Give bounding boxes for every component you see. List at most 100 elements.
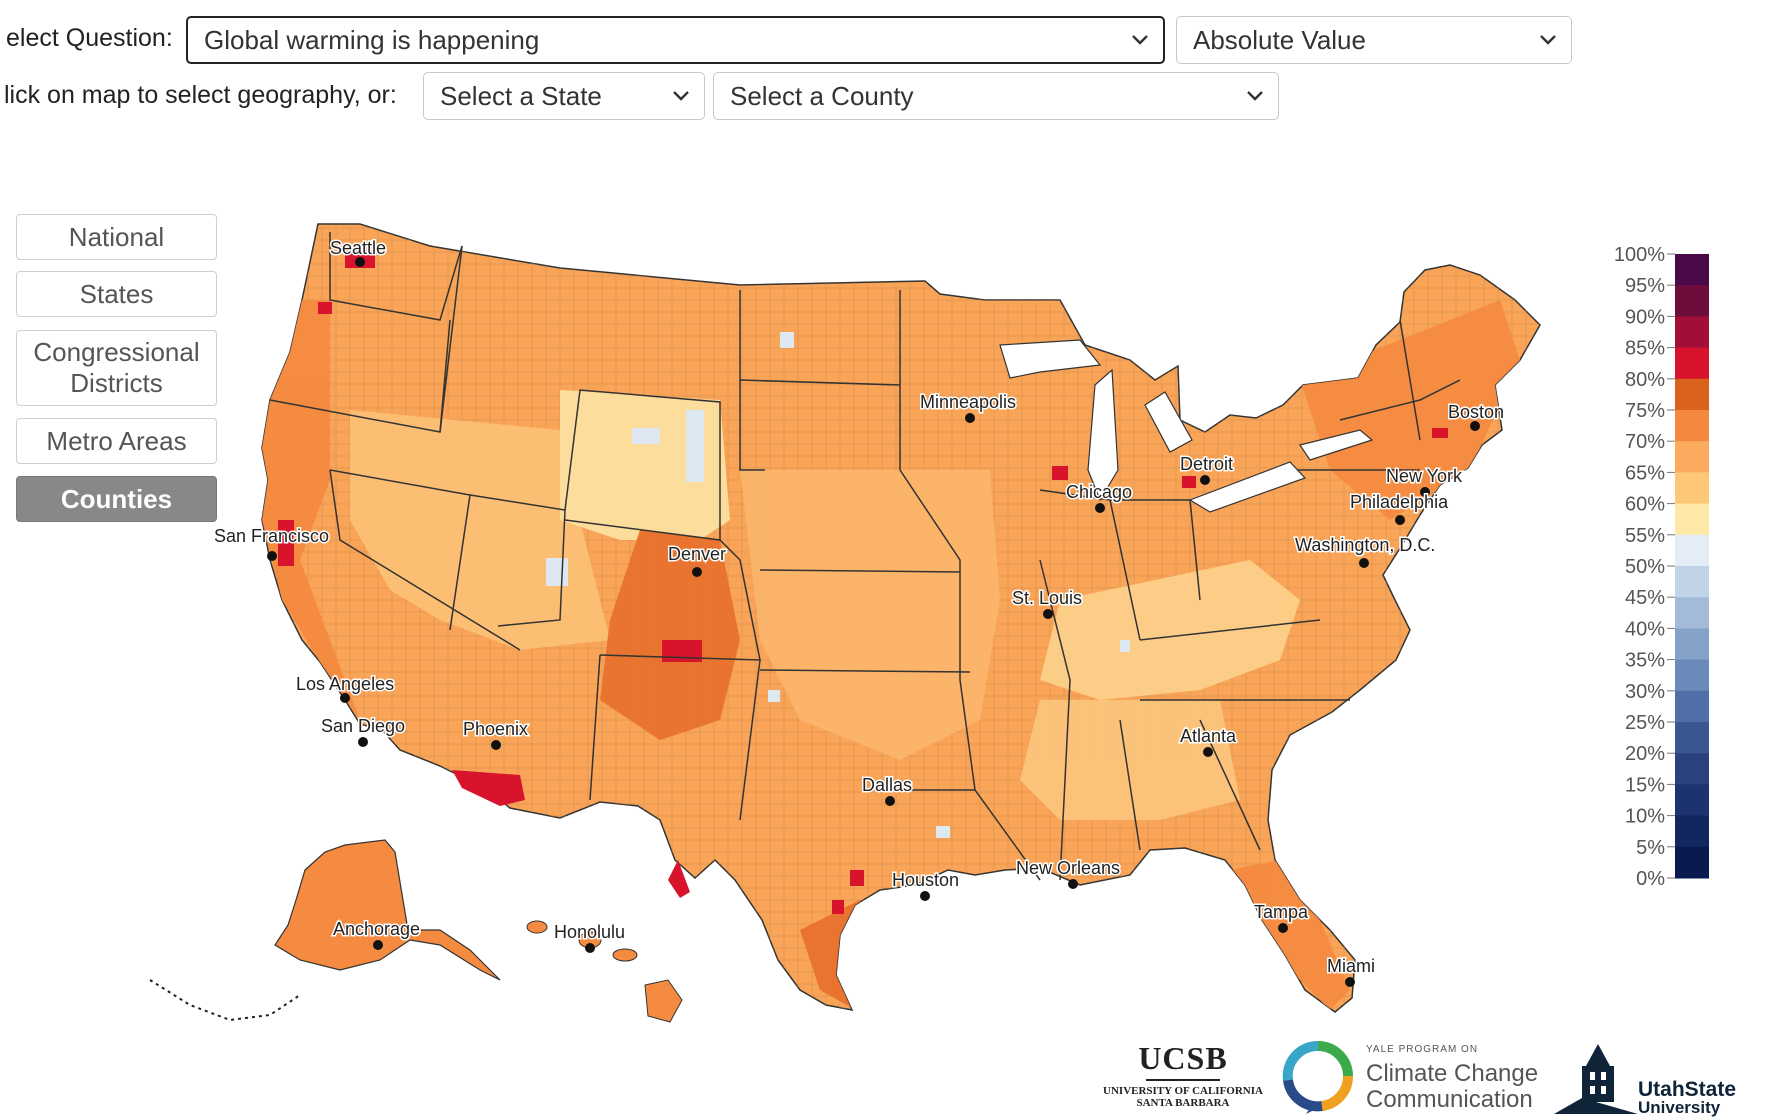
great-lakes	[999, 339, 1374, 513]
region-appalachia	[1040, 560, 1300, 700]
old-main-building-icon	[1554, 1044, 1638, 1114]
ucsb-logo: UCSB UNIVERSITY OF CALIFORNIA SANTA BARB…	[1098, 1040, 1268, 1109]
legend-tick-label: 50%	[1625, 556, 1665, 578]
city-anchorage[interactable]: Anchorage	[332, 918, 422, 950]
chevron-down-icon	[1132, 35, 1148, 45]
city-label: Honolulu	[554, 922, 625, 942]
city-houston[interactable]: Houston	[891, 869, 961, 901]
alaska-islands	[149, 979, 301, 1022]
city-boston[interactable]: Boston	[1447, 401, 1506, 431]
legend-tick-label: 90%	[1625, 306, 1665, 328]
usu-line1: UtahState	[1638, 1078, 1737, 1101]
geography-label: lick on map to select geography, or:	[4, 81, 397, 109]
hawaii[interactable]	[526, 920, 683, 1023]
city-new-york[interactable]: New York	[1385, 465, 1465, 497]
city-san-diego[interactable]: San Diego	[320, 715, 407, 747]
city-label: Boston	[1448, 402, 1504, 422]
city-los-angeles[interactable]: Los Angeles	[295, 673, 396, 703]
city-label: New York	[1386, 466, 1463, 486]
states-button[interactable]: States	[16, 271, 217, 317]
continental-us[interactable]	[260, 220, 1550, 1020]
city-dallas[interactable]: Dallas	[861, 774, 914, 806]
legend-swatch	[1675, 316, 1709, 349]
metro-areas-button[interactable]: Metro Areas	[16, 418, 217, 464]
city-label: Tampa	[1254, 902, 1309, 922]
city-honolulu[interactable]: Honolulu	[553, 921, 627, 953]
city-san-francisco[interactable]: San Francisco	[213, 525, 331, 561]
city-chicago[interactable]: Chicago	[1065, 481, 1134, 513]
usu-line2: University	[1638, 1098, 1721, 1117]
measure-select[interactable]: Absolute Value	[1176, 16, 1572, 64]
ucsb-name: UCSB	[1138, 1040, 1228, 1076]
city-label: Chicago	[1066, 482, 1132, 502]
city-philadelphia[interactable]: Philadelphia	[1349, 491, 1451, 525]
legend-swatches	[1675, 254, 1709, 879]
city-atlanta[interactable]: Atlanta	[1179, 725, 1239, 757]
city-label: Atlanta	[1180, 726, 1237, 746]
congressional-districts-button[interactable]: Congressional Districts	[16, 330, 217, 406]
question-label: elect Question:	[6, 24, 173, 52]
state-select-placeholder: Select a State	[440, 80, 602, 111]
legend-tick-label: 100%	[1614, 244, 1665, 266]
region-florida	[1230, 860, 1350, 1010]
city-tampa[interactable]: Tampa	[1253, 901, 1311, 933]
city-miami[interactable]: Miami	[1326, 955, 1377, 987]
city-label: San Diego	[321, 716, 405, 736]
city-label: Philadelphia	[1350, 492, 1449, 512]
ucsb-sub1: UNIVERSITY OF CALIFORNIA	[1103, 1085, 1263, 1097]
legend-tick-label: 85%	[1625, 338, 1665, 360]
yale-line2: Communication	[1366, 1086, 1533, 1113]
legend-swatch	[1675, 597, 1709, 629]
legend-tick-label: 20%	[1625, 743, 1665, 765]
region-colorado-nm	[600, 530, 740, 740]
legend-tick-label: 35%	[1625, 650, 1665, 672]
city-minneapolis[interactable]: Minneapolis	[919, 391, 1018, 423]
city-label: New Orleans	[1016, 858, 1120, 878]
legend-swatch	[1675, 472, 1709, 505]
legend-swatch	[1675, 846, 1709, 879]
city-label: Dallas	[862, 775, 912, 795]
city-label: Los Angeles	[296, 674, 394, 694]
county-select[interactable]: Select a County	[713, 72, 1279, 120]
legend-tick-label: 60%	[1625, 494, 1665, 516]
color-legend: 100% 95% 90% 85% 80% 75% 70% 65% 60% 55% 50% 45% 40%…	[1614, 244, 1709, 890]
city-seattle[interactable]: Seattle	[329, 237, 388, 267]
question-select-value: Global warming is happening	[204, 24, 540, 55]
legend-tick-label: 80%	[1625, 369, 1665, 391]
city-label: Detroit	[1180, 454, 1233, 474]
legend-swatch	[1675, 503, 1709, 536]
city-label: Houston	[892, 870, 959, 890]
legend-swatch	[1675, 690, 1709, 723]
legend-tick-label: 10%	[1625, 806, 1665, 828]
region-deep-south	[1020, 700, 1240, 820]
usu-logo: UtahState University	[1552, 1040, 1770, 1117]
county-select-placeholder: Select a County	[730, 80, 914, 111]
region-plains	[740, 470, 1000, 760]
question-select[interactable]: Global warming is happening	[186, 16, 1165, 64]
city-washington-dc[interactable]: Washington, D.C.	[1294, 534, 1437, 568]
legend-swatch	[1675, 628, 1709, 661]
city-detroit[interactable]: Detroit	[1179, 453, 1235, 485]
legend-swatch	[1675, 285, 1709, 317]
us-county-map[interactable]: Seattle Minneapolis Boston Detroit New Y…	[0, 200, 1560, 1030]
chevron-down-icon	[1540, 35, 1556, 45]
city-new-orleans[interactable]: New Orleans	[1015, 857, 1122, 889]
city-denver[interactable]: Denver	[667, 543, 728, 577]
legend-tick-label: 0%	[1636, 868, 1665, 890]
region-mountain-west	[350, 410, 610, 650]
city-phoenix[interactable]: Phoenix	[462, 718, 530, 750]
city-label: San Francisco	[214, 526, 329, 546]
city-markers: Seattle Minneapolis Boston Detroit New Y…	[213, 237, 1506, 987]
legend-tick-label: 45%	[1625, 587, 1665, 609]
state-borders	[269, 232, 1461, 881]
legend-swatch	[1675, 753, 1709, 785]
city-label: Washington, D.C.	[1295, 535, 1435, 555]
city-st-louis[interactable]: St. Louis	[1011, 587, 1084, 619]
legend-tick-label: 95%	[1625, 275, 1665, 297]
legend-swatch	[1675, 566, 1709, 598]
counties-button[interactable]: Counties	[16, 476, 217, 522]
legend-swatch	[1675, 815, 1709, 848]
national-button[interactable]: National	[16, 214, 217, 260]
state-select[interactable]: Select a State	[423, 72, 705, 120]
alaska[interactable]	[149, 839, 501, 1022]
